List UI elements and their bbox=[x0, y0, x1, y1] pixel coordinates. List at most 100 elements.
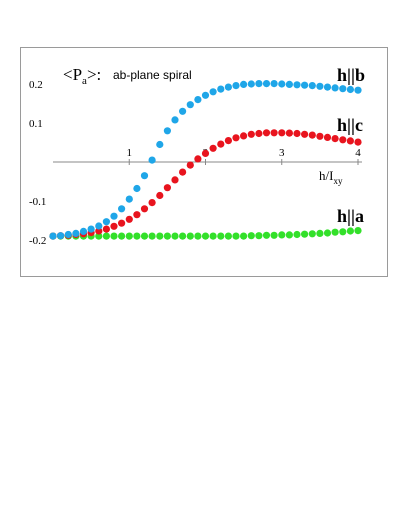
data-point bbox=[194, 96, 202, 104]
data-point bbox=[346, 227, 354, 235]
y-tick-label: 0.2 bbox=[29, 79, 43, 91]
data-point bbox=[339, 228, 347, 236]
data-point bbox=[224, 83, 232, 91]
data-point bbox=[179, 168, 187, 176]
data-point bbox=[163, 184, 171, 192]
data-point bbox=[323, 83, 332, 91]
chart-subtitle: ab-plane spiral bbox=[113, 68, 192, 82]
data-point bbox=[301, 130, 309, 138]
data-point bbox=[278, 80, 286, 88]
data-point bbox=[148, 199, 156, 207]
data-point bbox=[186, 101, 194, 109]
data-point bbox=[79, 227, 88, 235]
data-point bbox=[118, 205, 126, 213]
data-point bbox=[255, 232, 263, 240]
data-point bbox=[270, 129, 278, 137]
series-label-h-b: h||b bbox=[337, 65, 365, 85]
data-point bbox=[133, 232, 141, 240]
data-point bbox=[262, 80, 271, 88]
data-point bbox=[331, 228, 339, 236]
data-point bbox=[156, 232, 164, 240]
data-point bbox=[285, 129, 293, 137]
data-point bbox=[209, 144, 217, 152]
data-point bbox=[232, 232, 240, 240]
data-point bbox=[278, 129, 286, 137]
data-point bbox=[354, 138, 362, 146]
data-point bbox=[346, 85, 354, 94]
data-point bbox=[247, 232, 255, 240]
data-point bbox=[110, 212, 118, 220]
data-point bbox=[194, 232, 202, 240]
scatter-plot: 12340.20.1-0.1-0.2 <Pa>: ab-plane spiral… bbox=[29, 65, 365, 247]
data-point bbox=[87, 225, 95, 233]
data-point bbox=[125, 232, 133, 240]
data-point bbox=[308, 131, 316, 139]
chart-title: <Pa>: bbox=[63, 65, 101, 87]
data-point bbox=[285, 231, 293, 239]
data-point bbox=[308, 230, 316, 238]
data-point bbox=[240, 80, 248, 88]
data-point bbox=[125, 195, 133, 203]
data-point bbox=[323, 133, 332, 141]
data-point bbox=[331, 135, 339, 143]
data-point bbox=[133, 211, 141, 219]
data-point bbox=[232, 82, 240, 90]
data-point bbox=[95, 227, 103, 235]
data-point bbox=[316, 132, 324, 140]
data-point bbox=[179, 107, 187, 115]
y-tick-label: 0.1 bbox=[29, 118, 43, 130]
data-point bbox=[140, 205, 149, 213]
data-point bbox=[293, 129, 301, 138]
data-point bbox=[125, 215, 133, 223]
data-point bbox=[194, 155, 202, 163]
data-point bbox=[293, 230, 301, 239]
data-point bbox=[171, 232, 179, 240]
data-point bbox=[201, 232, 210, 240]
data-point bbox=[148, 232, 156, 240]
data-point bbox=[293, 81, 301, 89]
data-point bbox=[64, 230, 72, 239]
data-point bbox=[224, 232, 232, 240]
data-point bbox=[247, 80, 255, 88]
x-tick-label: 3 bbox=[279, 147, 285, 159]
data-point bbox=[163, 232, 171, 240]
data-point bbox=[339, 85, 347, 93]
data-point bbox=[49, 232, 57, 240]
data-point bbox=[255, 80, 263, 88]
data-point bbox=[179, 232, 187, 240]
data-point bbox=[57, 232, 65, 240]
y-tick-label: -0.1 bbox=[29, 196, 46, 208]
data-point bbox=[118, 219, 126, 227]
data-point bbox=[110, 222, 118, 230]
data-point bbox=[140, 172, 149, 180]
data-point bbox=[201, 149, 210, 157]
data-point bbox=[339, 136, 347, 144]
data-point bbox=[133, 184, 141, 193]
series-label-h-c: h||c bbox=[337, 115, 363, 135]
x-axis-label: h/Ixy bbox=[319, 168, 343, 186]
data-point bbox=[156, 140, 164, 149]
data-point bbox=[95, 222, 103, 230]
data-point bbox=[255, 129, 263, 138]
data-point bbox=[262, 231, 271, 239]
data-point bbox=[247, 130, 255, 138]
data-point bbox=[102, 225, 110, 233]
data-point bbox=[354, 86, 362, 94]
data-point bbox=[118, 232, 126, 240]
data-point bbox=[95, 232, 103, 240]
data-point bbox=[224, 137, 232, 145]
data-point bbox=[156, 191, 164, 200]
series-label-h-a: h||a bbox=[337, 206, 364, 226]
data-points bbox=[49, 80, 362, 240]
data-point bbox=[316, 82, 324, 90]
data-point bbox=[301, 230, 309, 238]
data-point bbox=[240, 132, 248, 140]
x-tick-label: 1 bbox=[127, 147, 133, 159]
data-point bbox=[285, 80, 293, 88]
data-point bbox=[331, 84, 339, 92]
data-point bbox=[209, 88, 217, 96]
data-point bbox=[354, 227, 362, 235]
data-point bbox=[201, 91, 210, 99]
data-point bbox=[110, 232, 118, 240]
data-point bbox=[278, 231, 286, 239]
